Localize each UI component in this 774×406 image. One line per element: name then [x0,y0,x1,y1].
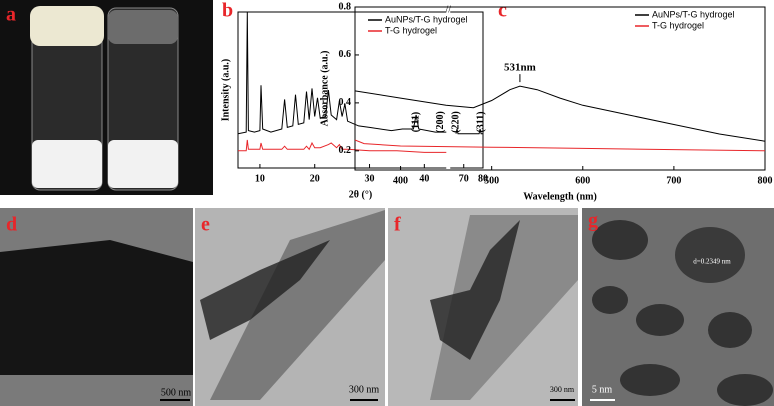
scale-label: 500 nm [161,387,192,398]
legend-label: T-G hydrogel [385,25,437,35]
legend-label: T-G hydrogel [652,20,704,30]
series-line [237,11,447,135]
particle [636,304,684,336]
vial-gel [108,10,178,44]
tem-e-shape [210,210,385,400]
x-tick-label: 500 [484,175,499,186]
panel-label: f [394,214,401,236]
panel-label: g [588,210,598,232]
particle [717,374,773,406]
annotation: (200) [435,111,446,133]
particle [592,286,628,314]
scale-label: 300 nm [550,385,575,394]
x-tick-label: 80 [478,173,488,184]
plot-frame [354,6,766,171]
series-line [455,128,483,135]
x-tick-label: 20 [310,173,320,184]
scale-label: 5 nm [592,384,613,395]
vial-gel [30,6,104,46]
annotation: 531nm [504,62,536,74]
panel-label: e [201,214,210,236]
x-tick-label: 40 [419,173,429,184]
vial-cap [32,140,102,188]
axis-break [446,9,451,15]
particle [675,227,745,283]
lattice-note: d=0.2349 nm [693,258,731,266]
x-tick-label: 400 [393,175,408,186]
x-tick-label: 600 [575,175,590,186]
particle [708,312,752,348]
break-mark: // [445,4,451,15]
x-axis-label: Wavelength (nm) [523,191,597,202]
legend-label: AuNPs/T-G hydrogel [385,14,468,24]
tem-d-shape [0,240,193,375]
panel-label: a [6,4,16,26]
tem-e-cluster [200,240,330,340]
annotation: (220) [450,111,461,133]
panel-label: c [498,0,507,22]
y-tick-label: 0.6 [339,49,352,60]
y-axis-label: Intensity (a.u.) [220,59,231,122]
annotation: (311) [475,111,486,132]
x-tick-label: 800 [758,175,773,186]
x-tick-label: 70 [459,173,469,184]
panel-label: d [6,214,17,236]
x-tick-label: 700 [666,175,681,186]
x-tick-label: 10 [255,173,265,184]
x-axis-label: 2θ (°) [349,189,372,200]
tem-f-cluster [430,220,520,360]
particle [620,364,680,396]
series-line [238,139,447,153]
vial-cap [108,140,178,188]
legend-label: AuNPs/T-G hydrogel [652,9,735,19]
x-tick-label: 30 [365,173,375,184]
y-axis-label: Absorbance (a.u.) [319,51,330,127]
y-tick-label: 0.8 [339,1,352,12]
y-tick-label: 0.2 [339,145,352,156]
annotation: (111) [410,112,421,133]
panel-label: b [222,0,233,22]
y-tick-label: 0.4 [339,97,352,108]
series-line [354,85,766,142]
scale-label: 300 nm [349,384,380,395]
series-line [354,139,766,152]
plot-frame [237,11,484,169]
particle [592,220,648,260]
axis-break [446,165,451,171]
